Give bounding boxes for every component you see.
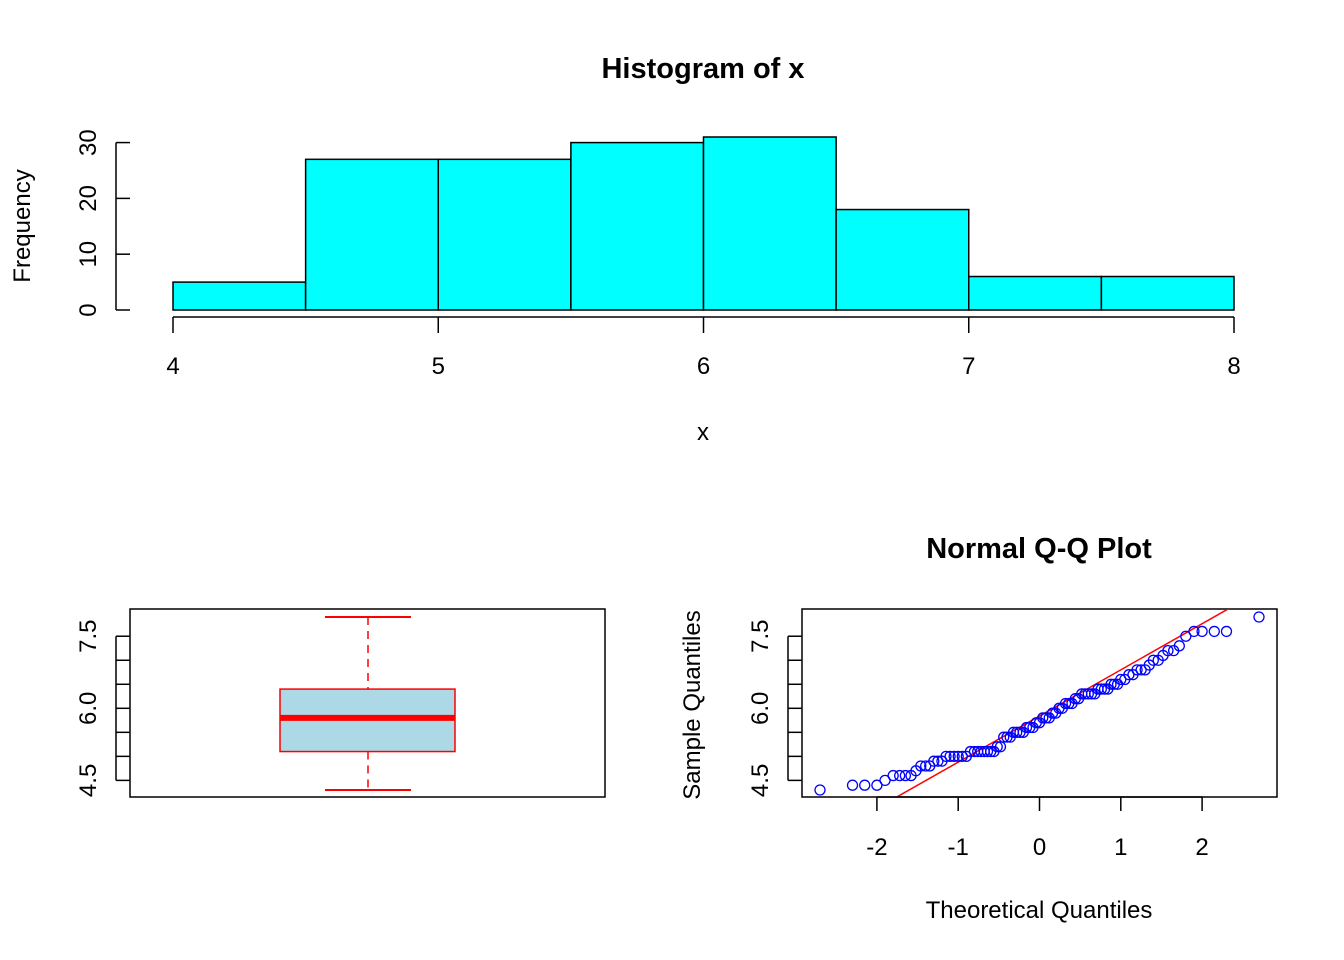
qq-point (1196, 625, 1208, 638)
qq-point (1147, 654, 1159, 666)
qq-plot-title: Normal Q-Q Plot (926, 533, 1152, 565)
qq-y-axis-label: Sample Quantiles (679, 610, 706, 799)
qq-point (915, 760, 927, 772)
histogram-bar (437, 158, 572, 311)
qq-x-tick-label: -1 (948, 834, 969, 861)
histogram-bar (172, 281, 307, 311)
qq-point (998, 731, 1010, 743)
qq-y-axis: 4.5 6.0 7.5 (747, 620, 802, 797)
qq-point (1115, 673, 1127, 686)
boxplot-y-tick-label: 7.5 (75, 620, 102, 653)
qq-plot-panel: Normal Q-Q Plot Theoretical Quantiles Sa… (679, 533, 1278, 924)
qq-point (1220, 625, 1233, 638)
qq-point (1082, 688, 1094, 700)
qq-point (814, 784, 826, 796)
qq-point (1123, 669, 1135, 681)
qq-point (1135, 664, 1147, 676)
boxplot-marks (279, 616, 456, 791)
histogram-bar (304, 158, 439, 311)
histogram-bar (968, 275, 1103, 311)
qq-point (928, 755, 940, 767)
histogram-bar (1100, 275, 1235, 311)
histogram-bar (702, 136, 837, 311)
histogram-x-axis-label: x (697, 419, 709, 446)
qq-point (899, 769, 912, 782)
histogram-y-tick-label: 0 (75, 303, 102, 316)
qq-point (1095, 683, 1107, 695)
qq-point (944, 750, 956, 763)
boxplot-panel: 4.5 6.0 7.5 (75, 608, 606, 798)
boxplot-frame (129, 608, 606, 798)
qq-point (894, 769, 906, 782)
qq-plot-frame (801, 608, 1278, 798)
qq-point (1208, 625, 1220, 638)
qq-y-tick-label: 6.0 (747, 692, 774, 725)
histogram-panel: Histogram of x x Frequency 4 5 6 7 8 0 10 20 30 (9, 53, 1241, 446)
qq-point (948, 750, 960, 763)
histogram-x-tick-label: 6 (697, 353, 710, 380)
histogram-bar (835, 208, 970, 311)
qq-point (1131, 664, 1143, 676)
histogram-y-tick-label: 30 (75, 129, 102, 156)
qq-x-axis: -2 -1 0 1 2 (866, 796, 1209, 861)
histogram-bar (570, 141, 705, 311)
qq-point (1162, 644, 1174, 657)
histogram-bars (172, 136, 1235, 311)
qq-point (1253, 611, 1265, 623)
histogram-x-tick-label: 7 (962, 353, 975, 380)
qq-point (932, 755, 944, 767)
qq-reference-line-group (895, 609, 1230, 797)
qq-x-tick-label: 1 (1114, 834, 1127, 861)
qq-point (1188, 625, 1200, 638)
qq-point (956, 750, 968, 763)
qq-point (940, 750, 952, 763)
histogram-y-tick-label: 10 (75, 241, 102, 268)
qq-points (814, 611, 1265, 796)
histogram-x-tick-label: 8 (1227, 353, 1240, 380)
qq-point (981, 745, 994, 758)
qq-point (879, 774, 891, 787)
qq-point (1180, 630, 1192, 642)
histogram-y-axis: 0 10 20 30 (75, 129, 130, 317)
histogram-x-tick-label: 5 (432, 353, 445, 380)
qq-point (887, 769, 899, 782)
histogram-y-axis-label: Frequency (9, 169, 36, 282)
boxplot-y-axis: 4.5 6.0 7.5 (75, 620, 130, 797)
qq-point (991, 741, 1003, 753)
boxplot-y-tick-label: 6.0 (75, 692, 102, 725)
histogram-x-tick-label: 4 (166, 353, 179, 380)
qq-point (920, 760, 932, 772)
histogram-y-tick-label: 20 (75, 185, 102, 212)
qq-point (1020, 721, 1033, 734)
qq-x-tick-label: 0 (1033, 834, 1046, 861)
qq-point (1173, 640, 1185, 652)
qq-point (871, 779, 883, 791)
qq-x-tick-label: -2 (866, 834, 887, 861)
qq-point (1037, 712, 1049, 724)
qq-reference-line (895, 609, 1230, 797)
qq-point (1059, 697, 1072, 710)
qq-point (859, 779, 871, 791)
qq-x-axis-label: Theoretical Quantiles (926, 897, 1153, 924)
qq-x-tick-label: 2 (1195, 834, 1208, 861)
qq-point (1011, 726, 1023, 738)
boxplot-y-tick-label: 4.5 (75, 764, 102, 797)
qq-point (846, 779, 859, 791)
qq-y-tick-label: 7.5 (747, 620, 774, 653)
histogram-title: Histogram of x (601, 53, 804, 85)
qq-y-tick-label: 4.5 (747, 764, 774, 797)
histogram-x-axis: 4 5 6 7 8 (166, 316, 1241, 380)
qq-point (1105, 678, 1117, 690)
qq-point (952, 750, 964, 763)
